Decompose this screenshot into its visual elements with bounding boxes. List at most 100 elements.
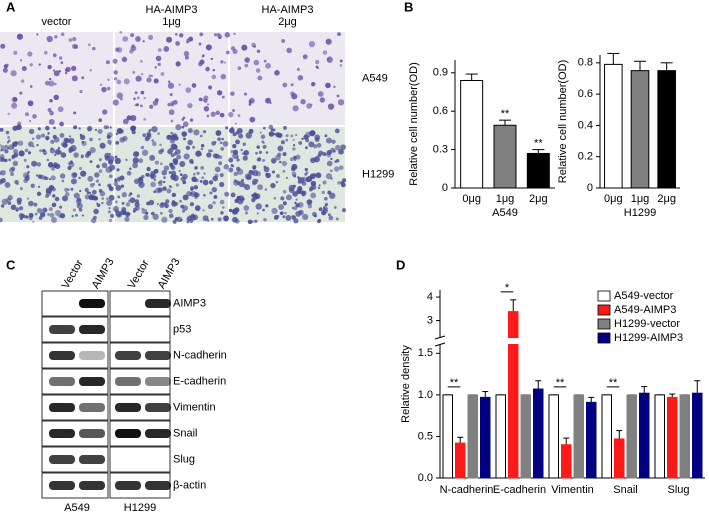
cell (79, 133, 82, 137)
protein-label: AIMP3 (173, 297, 206, 309)
cell (161, 169, 168, 176)
cell (192, 145, 196, 149)
cell (132, 157, 139, 164)
cell (97, 129, 103, 134)
cell (105, 166, 112, 173)
cell (325, 38, 332, 45)
cell (40, 133, 46, 138)
cell (208, 85, 213, 90)
cell (0, 127, 4, 132)
cell (254, 219, 258, 223)
legend-label: A549-AIMP3 (614, 304, 676, 316)
blot-band (115, 481, 141, 490)
cell (249, 170, 253, 174)
cell (29, 85, 33, 88)
y-tick-label: 0.5 (418, 430, 433, 442)
cell (52, 53, 57, 58)
y-axis-label: Relative cell number(OD) (408, 62, 420, 185)
cell (134, 151, 140, 157)
cell (224, 32, 231, 38)
y-tick-label: 0.0 (418, 472, 433, 484)
cell (318, 184, 321, 187)
cell (92, 183, 95, 186)
cell (68, 161, 75, 168)
cell (89, 69, 92, 72)
cell (168, 213, 174, 219)
blot-band (145, 377, 171, 386)
cell (143, 214, 149, 221)
cell (213, 195, 218, 199)
cell (120, 184, 125, 188)
cell (88, 195, 92, 198)
bar (460, 79, 484, 189)
cell (188, 36, 194, 42)
cell (184, 55, 189, 60)
cell (286, 47, 292, 54)
cell (332, 149, 336, 153)
cell (253, 45, 256, 48)
cell (270, 182, 276, 189)
bar (480, 396, 491, 479)
cell (81, 214, 84, 217)
panel-label: D (396, 257, 405, 272)
break-mark (434, 335, 446, 340)
cell (89, 160, 93, 163)
cell (10, 172, 15, 177)
cell (167, 82, 175, 89)
cell (64, 71, 68, 75)
cell (146, 201, 151, 206)
cell (243, 205, 250, 211)
cell (187, 102, 193, 109)
cell (81, 140, 87, 146)
cell (223, 164, 230, 170)
cell (292, 138, 295, 141)
cell (46, 158, 50, 162)
cell (205, 66, 210, 72)
cell (0, 145, 7, 152)
bar (626, 394, 637, 479)
cell (40, 211, 46, 218)
cell (128, 194, 131, 197)
x-tick-label: 1μg (631, 193, 650, 205)
cell (36, 33, 39, 36)
cell (222, 206, 225, 209)
cell (210, 57, 214, 61)
cell (134, 201, 140, 208)
cell (182, 194, 189, 201)
cell (36, 191, 42, 197)
cell (113, 181, 119, 187)
cell (185, 87, 192, 93)
cell (108, 218, 112, 223)
cell (182, 121, 189, 128)
legend-swatch (597, 304, 611, 316)
cell (198, 42, 202, 46)
cell (107, 139, 112, 145)
cell (314, 214, 317, 218)
cell (256, 145, 260, 149)
cell (335, 159, 340, 163)
cell (282, 215, 286, 219)
cell (324, 196, 328, 201)
cell (169, 92, 173, 97)
cell (318, 150, 324, 156)
cell (45, 137, 49, 141)
cell (140, 145, 145, 150)
cell (145, 211, 149, 215)
cell (233, 179, 238, 183)
cell (87, 43, 91, 47)
y-tick-label: 0.6 (578, 88, 593, 100)
cell (99, 142, 106, 149)
cell (131, 130, 136, 135)
y-tick-label: 3 (427, 314, 433, 326)
cell (49, 212, 55, 218)
cell (72, 37, 77, 42)
significance: ** (450, 377, 459, 389)
cell (310, 130, 316, 136)
y-tick-label: 0.9 (433, 67, 448, 79)
cell (314, 134, 321, 141)
cell (122, 118, 129, 125)
cell (162, 186, 167, 191)
cell (46, 35, 53, 43)
cell (12, 125, 18, 131)
cell (208, 180, 214, 185)
